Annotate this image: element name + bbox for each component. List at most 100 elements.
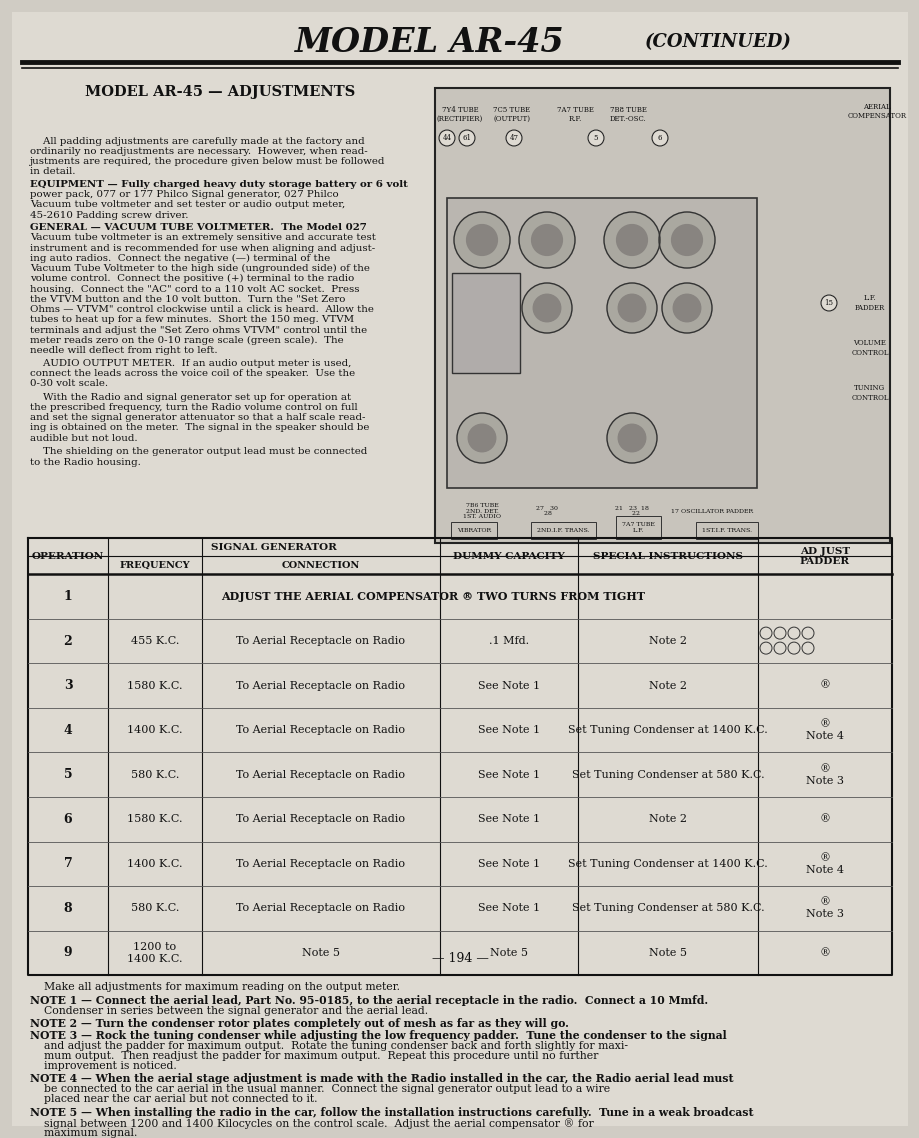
Text: Set Tuning Condenser at 580 K.C.: Set Tuning Condenser at 580 K.C.: [571, 904, 764, 914]
Circle shape: [658, 212, 714, 269]
Text: tubes to heat up for a few minutes.  Short the 150 meg. VTVM: tubes to heat up for a few minutes. Shor…: [30, 315, 354, 324]
Circle shape: [759, 627, 771, 640]
Text: See Note 1: See Note 1: [477, 859, 539, 869]
Text: connect the leads across the voice coil of the speaker.  Use the: connect the leads across the voice coil …: [30, 369, 355, 378]
Circle shape: [671, 224, 701, 255]
Text: to the Radio housing.: to the Radio housing.: [30, 457, 141, 467]
Text: 0-30 volt scale.: 0-30 volt scale.: [30, 379, 108, 388]
Circle shape: [607, 283, 656, 333]
Circle shape: [531, 224, 562, 255]
Text: 7B6 TUBE
2ND. DET.
1ST. AUDIO: 7B6 TUBE 2ND. DET. 1ST. AUDIO: [462, 503, 501, 519]
Text: 455 K.C.: 455 K.C.: [130, 636, 179, 646]
Text: 2: 2: [63, 635, 73, 648]
Text: 45-2610 Padding screw driver.: 45-2610 Padding screw driver.: [30, 211, 188, 220]
Text: meter reads zero on the 0-10 range scale (green scale).  The: meter reads zero on the 0-10 range scale…: [30, 336, 344, 345]
Text: placed near the car aerial but not connected to it.: placed near the car aerial but not conne…: [30, 1095, 317, 1104]
Text: AD JUST
PADDER: AD JUST PADDER: [799, 546, 849, 566]
Text: terminals and adjust the "Set Zero ohms VTVM" control until the: terminals and adjust the "Set Zero ohms …: [30, 325, 367, 335]
Text: 7C5 TUBE
(OUTPUT): 7C5 TUBE (OUTPUT): [493, 106, 530, 123]
Circle shape: [518, 212, 574, 269]
Text: (CONTINUED): (CONTINUED): [644, 33, 791, 51]
Circle shape: [759, 642, 771, 654]
Text: Note 2: Note 2: [648, 636, 686, 646]
Text: be connected to the car aerial in the usual manner.  Connect the signal generato: be connected to the car aerial in the us…: [30, 1085, 609, 1094]
Text: 7B8 TUBE
DET.-OSC.: 7B8 TUBE DET.-OSC.: [609, 106, 646, 123]
Text: FREQUENCY: FREQUENCY: [119, 561, 190, 570]
Text: Condenser in series between the signal generator and the aerial lead.: Condenser in series between the signal g…: [30, 1006, 427, 1015]
Text: 61: 61: [462, 134, 471, 142]
Circle shape: [652, 130, 667, 146]
FancyBboxPatch shape: [12, 13, 907, 1125]
Text: 44: 44: [442, 134, 451, 142]
Text: and adjust the padder for maximum output.  Rotate the tuning condenser back and : and adjust the padder for maximum output…: [30, 1041, 628, 1050]
Circle shape: [801, 642, 813, 654]
Text: justments are required, the procedure given below must be followed: justments are required, the procedure gi…: [30, 157, 385, 166]
Circle shape: [468, 424, 495, 452]
Text: MODEL AR-45: MODEL AR-45: [295, 25, 564, 58]
Text: SPECIAL INSTRUCTIONS: SPECIAL INSTRUCTIONS: [593, 552, 743, 561]
Circle shape: [607, 413, 656, 463]
Text: To Aerial Receptacle on Radio: To Aerial Receptacle on Radio: [236, 904, 405, 914]
Text: 21   23  18
    22: 21 23 18 22: [614, 505, 648, 517]
Text: signal between 1200 and 1400 Kilocycles on the control scale.  Adjust the aerial: signal between 1200 and 1400 Kilocycles …: [30, 1118, 593, 1129]
Text: ordinarily no readjustments are necessary.  However, when read-: ordinarily no readjustments are necessar…: [30, 147, 368, 156]
Circle shape: [673, 295, 700, 322]
Text: Vacuum tube voltmeter is an extremely sensitive and accurate test: Vacuum tube voltmeter is an extremely se…: [30, 233, 376, 242]
Circle shape: [459, 130, 474, 146]
Text: SIGNAL GENERATOR: SIGNAL GENERATOR: [210, 543, 336, 552]
Text: needle will deflect from right to left.: needle will deflect from right to left.: [30, 346, 218, 355]
Circle shape: [438, 130, 455, 146]
Circle shape: [587, 130, 604, 146]
Text: 2ND.I.F. TRANS.: 2ND.I.F. TRANS.: [537, 528, 589, 533]
Text: Note 5: Note 5: [301, 948, 340, 958]
Text: Set Tuning Condenser at 580 K.C.: Set Tuning Condenser at 580 K.C.: [571, 769, 764, 780]
Text: 5: 5: [63, 768, 73, 782]
Text: NOTE 5 — When installing the radio in the car, follow the installation instructi: NOTE 5 — When installing the radio in th…: [30, 1107, 753, 1119]
Text: Note 5: Note 5: [490, 948, 528, 958]
Text: ®
Note 4: ® Note 4: [805, 854, 843, 875]
Text: 1ST.I.F. TRANS.: 1ST.I.F. TRANS.: [701, 528, 752, 533]
Text: instrument and is recommended for use when aligning and adjust-: instrument and is recommended for use wh…: [30, 244, 375, 253]
Text: 7Y4 TUBE
(RECTIFIER): 7Y4 TUBE (RECTIFIER): [437, 106, 482, 123]
Text: L.F.
PADDER: L.F. PADDER: [854, 295, 884, 312]
Circle shape: [801, 627, 813, 640]
Text: 4: 4: [63, 724, 73, 736]
Text: ®
Note 3: ® Note 3: [805, 764, 843, 785]
FancyBboxPatch shape: [451, 273, 519, 373]
Text: The shielding on the generator output lead must be connected: The shielding on the generator output le…: [30, 447, 367, 456]
Text: NOTE 1 — Connect the aerial lead, Part No. 95-0185, to the aerial receptacle in : NOTE 1 — Connect the aerial lead, Part N…: [30, 995, 708, 1006]
Text: 1580 K.C.: 1580 K.C.: [127, 815, 183, 824]
Text: DUMMY CAPACITY: DUMMY CAPACITY: [453, 552, 564, 561]
Circle shape: [773, 627, 785, 640]
Circle shape: [505, 130, 521, 146]
Text: NOTE 4 — When the aerial stage adjustment is made with the Radio installed in th: NOTE 4 — When the aerial stage adjustmen…: [30, 1073, 732, 1085]
Text: ®
Note 4: ® Note 4: [805, 719, 843, 741]
Circle shape: [521, 283, 572, 333]
Text: Set Tuning Condenser at 1400 K.C.: Set Tuning Condenser at 1400 K.C.: [568, 725, 767, 735]
Text: See Note 1: See Note 1: [477, 904, 539, 914]
Text: housing.  Connect the "AC" cord to a 110 volt AC socket.  Press: housing. Connect the "AC" cord to a 110 …: [30, 284, 359, 294]
Text: MODEL AR-45 — ADJUSTMENTS: MODEL AR-45 — ADJUSTMENTS: [85, 85, 355, 99]
Text: power pack, 077 or 177 Philco Signal generator, 027 Philco: power pack, 077 or 177 Philco Signal gen…: [30, 190, 338, 199]
Text: Vacuum Tube Voltmeter to the high side (ungrounded side) of the: Vacuum Tube Voltmeter to the high side (…: [30, 264, 369, 273]
Text: To Aerial Receptacle on Radio: To Aerial Receptacle on Radio: [236, 681, 405, 691]
Text: See Note 1: See Note 1: [477, 815, 539, 824]
Text: 6: 6: [63, 813, 73, 826]
Text: ®
Note 3: ® Note 3: [805, 898, 843, 920]
Text: 580 K.C.: 580 K.C.: [130, 904, 179, 914]
Text: 9: 9: [63, 947, 73, 959]
Text: 1400 K.C.: 1400 K.C.: [127, 859, 183, 869]
Text: To Aerial Receptacle on Radio: To Aerial Receptacle on Radio: [236, 815, 405, 824]
Circle shape: [788, 642, 800, 654]
Text: See Note 1: See Note 1: [477, 769, 539, 780]
Circle shape: [453, 212, 509, 269]
Text: ing auto radios.  Connect the negative (—) terminal of the: ing auto radios. Connect the negative (—…: [30, 254, 330, 263]
Text: Vacuum tube voltmeter and set tester or audio output meter,: Vacuum tube voltmeter and set tester or …: [30, 200, 345, 209]
Text: Note 2: Note 2: [648, 815, 686, 824]
Text: NOTE 3 — Rock the tuning condenser while adjusting the low frequency padder.  Tu: NOTE 3 — Rock the tuning condenser while…: [30, 1030, 726, 1041]
Text: the VTVM button and the 10 volt button.  Turn the "Set Zero: the VTVM button and the 10 volt button. …: [30, 295, 345, 304]
Text: 47: 47: [509, 134, 518, 142]
Circle shape: [773, 642, 785, 654]
Circle shape: [457, 413, 506, 463]
Text: See Note 1: See Note 1: [477, 725, 539, 735]
